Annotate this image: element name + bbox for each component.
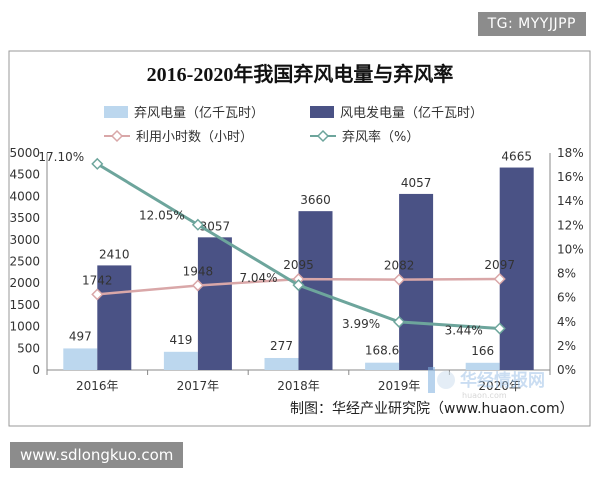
y2-tick-label: 14% <box>557 194 584 208</box>
plot-area: 0 500 1000 1500 2000 2500 3000 3500 4000 4500 5000… <box>9 146 583 393</box>
logo-text: 华经情报网 <box>460 370 545 391</box>
bar-generation <box>197 237 232 370</box>
y-tick-label: 3000 <box>9 233 40 247</box>
y-tick-label: 1500 <box>9 298 40 312</box>
y-tick-label: 5000 <box>9 146 40 160</box>
data-label-generation: 3660 <box>300 193 331 207</box>
y-tick-label: 2500 <box>9 255 40 269</box>
data-label-rate: 7.04% <box>239 271 277 285</box>
marker-rate <box>91 157 104 170</box>
data-label-curtailed: 168.6 <box>365 344 399 358</box>
marker-rate <box>493 322 506 335</box>
legend-swatch-curtailed <box>104 106 128 118</box>
x-tick-label: 2017年 <box>177 379 220 393</box>
marker-hours <box>191 279 204 292</box>
data-label-hours: 1948 <box>183 264 214 278</box>
legend-item-curtailed: 弃风电量（亿千瓦时） <box>104 106 264 121</box>
bar-curtailed <box>465 362 500 370</box>
y2-tick-label: 6% <box>557 291 576 305</box>
y-tick-label: 4500 <box>9 168 40 182</box>
marker-rate <box>292 279 305 292</box>
watermark-site: www.sdlongkuo.com <box>10 442 184 468</box>
y2-tick-label: 8% <box>557 267 576 281</box>
y2-tick-label: 2% <box>557 339 576 353</box>
data-label-hours: 1742 <box>82 273 113 287</box>
marker-rate <box>393 315 406 328</box>
watermark-tg: TG: MYYJJPP <box>477 12 586 36</box>
data-label-generation: 2410 <box>99 247 130 261</box>
bar-curtailed <box>264 357 299 370</box>
data-label-generation: 3057 <box>200 219 231 233</box>
y-tick-label: 0 <box>32 363 40 377</box>
y-tick-label: 4000 <box>9 189 40 203</box>
bar-curtailed <box>63 348 98 370</box>
y2-tick-label: 4% <box>557 315 576 329</box>
legend-marker-rate <box>316 129 330 143</box>
data-label-curtailed: 277 <box>270 339 293 353</box>
data-label-rate: 3.44% <box>445 324 483 338</box>
huaon-logo: 华经情报网 huaon.com <box>428 367 545 400</box>
marker-hours <box>393 273 406 286</box>
x-tick-label: 2020年 <box>478 379 521 393</box>
y-tick-label: 500 <box>17 341 40 355</box>
legend: 弃风电量（亿千瓦时） 风电发电量（亿千瓦时） 利用小时数（小时） 弃风率（%） <box>104 105 483 145</box>
bar-generation <box>97 265 132 370</box>
legend-item-hours: 利用小时数（小时） <box>104 129 253 145</box>
legend-label-curtailed: 弃风电量（亿千瓦时） <box>134 106 264 121</box>
y-tick-label: 3500 <box>9 211 40 225</box>
x-tick-label: 2016年 <box>76 379 119 393</box>
logo-mark-bar <box>428 367 435 393</box>
y2-tick-label: 0% <box>557 363 576 377</box>
legend-label-rate: 弃风率（%） <box>342 129 419 145</box>
legend-item-generation: 风电发电量（亿千瓦时） <box>310 105 483 121</box>
marker-rate <box>191 218 204 231</box>
data-label-curtailed: 419 <box>169 333 192 347</box>
y2-tick-label: 10% <box>557 242 584 256</box>
data-label-hours: 2095 <box>283 258 314 272</box>
marker-hours <box>493 272 506 286</box>
x-tick-label: 2018年 <box>277 379 320 393</box>
bar-generation <box>399 193 434 370</box>
legend-item-rate: 弃风率（%） <box>310 129 419 145</box>
data-label-rate: 12.05% <box>139 209 185 223</box>
logo-subtext: huaon.com <box>462 391 507 400</box>
bar-generation <box>499 167 534 370</box>
data-label-hours: 2082 <box>384 259 415 273</box>
data-label-rate: 3.99% <box>342 317 380 331</box>
y2-tick-label: 18% <box>557 146 584 160</box>
y2-tick-label: 12% <box>557 218 584 232</box>
source-note: 制图：华经产业研究院（www.huaon.com） <box>290 401 574 417</box>
legend-marker-hours <box>110 129 124 143</box>
y-tick-label: 1000 <box>9 320 40 334</box>
legend-label-generation: 风电发电量（亿千瓦时） <box>340 105 483 121</box>
y-tick-label: 2000 <box>9 276 40 290</box>
data-label-rate: 17.10% <box>38 150 84 164</box>
data-label-hours: 2097 <box>484 258 515 272</box>
data-label-generation: 4057 <box>401 176 432 190</box>
data-label-generation: 4665 <box>501 150 532 164</box>
marker-hours <box>91 288 104 301</box>
data-label-curtailed: 497 <box>69 329 92 343</box>
bar-curtailed <box>365 362 400 370</box>
legend-label-hours: 利用小时数（小时） <box>136 130 253 145</box>
bar-curtailed <box>163 351 198 370</box>
legend-swatch-generation <box>310 106 334 118</box>
chart-title: 2016-2020年我国弃风电量与弃风率 <box>147 62 454 86</box>
y2-tick-label: 16% <box>557 170 584 184</box>
x-tick-label: 2019年 <box>378 379 421 393</box>
data-label-curtailed: 166 <box>471 344 494 358</box>
logo-mark-dot <box>437 371 455 389</box>
